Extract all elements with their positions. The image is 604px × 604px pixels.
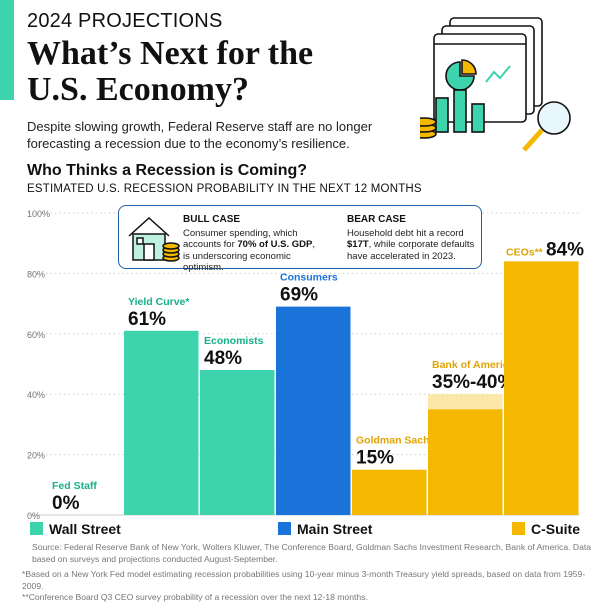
bar: [276, 306, 351, 515]
bar-range-band: [428, 394, 503, 410]
bear-case-text-end: , while corporate defaults have accelera…: [347, 239, 475, 262]
bar: [124, 330, 199, 515]
bull-case-text: Consumer spending, which accounts for: [183, 227, 298, 251]
bull-case-heading: BULL CASE: [183, 214, 241, 225]
bear-case: BEAR CASE Household debt hit a record $1…: [347, 214, 475, 262]
y-tick-label: 20%: [27, 451, 45, 461]
bear-case-text: Household debt hit a record: [347, 227, 464, 239]
bar-value-label: 84%: [546, 239, 584, 260]
legend-label: Wall Street: [49, 521, 121, 537]
chart-subtitle: ESTIMATED U.S. RECESSION PROBABILITY IN …: [27, 183, 422, 195]
y-tick-label: 0%: [27, 511, 40, 521]
bar: [428, 409, 503, 515]
bar-category-label: Yield Curve*: [128, 296, 190, 308]
legend-swatch: [512, 522, 525, 535]
bar-value-label: 69%: [280, 285, 318, 306]
intro-text: Despite slowing growth, Federal Reserve …: [27, 119, 373, 151]
bar-category-label: Economists: [204, 335, 264, 347]
source-note: Source: Federal Reserve Bank of New York…: [32, 542, 592, 564]
bar-value-label: 0%: [52, 493, 80, 514]
bear-case-highlight: $17T: [347, 239, 369, 250]
bar-value-label: 15%: [356, 448, 394, 469]
bar-category-label: Consumers: [280, 272, 338, 284]
page-title: What’s Next for the U.S. Economy?: [27, 35, 314, 108]
bar-category-label: Fed Staff: [52, 480, 97, 492]
y-tick-label: 80%: [27, 269, 45, 279]
dashboard-illustration-icon: [420, 17, 571, 152]
footnotes: Source: Federal Reserve Bank of New York…: [22, 542, 592, 604]
y-tick-label: 100%: [27, 209, 50, 219]
bar-category-label: Goldman Sachs: [356, 435, 436, 447]
cases-callout: BULL CASE Consumer spending, which accou…: [118, 205, 482, 273]
legend-label: C-Suite: [531, 521, 580, 537]
footnote-1: *Based on a New York Fed model estimatin…: [22, 569, 586, 591]
bar-value-label: 61%: [128, 309, 166, 330]
y-tick-label: 60%: [27, 330, 45, 340]
bar-value-label: 35%-40%: [432, 372, 514, 393]
legend-swatch: [30, 522, 43, 535]
bar: [504, 261, 579, 515]
bear-case-heading: BEAR CASE: [347, 214, 406, 225]
bull-case-highlight: 70% of U.S. GDP: [237, 239, 313, 250]
bar-category-label: Bank of America: [432, 359, 515, 371]
bar: [200, 370, 275, 515]
bull-case-text-end: , is underscoring economic optimism.: [183, 239, 315, 273]
house-coins-icon: [128, 216, 180, 262]
bar-category-label: CEOs**: [506, 246, 544, 258]
accent-bar: [0, 0, 14, 100]
kicker: 2024 PROJECTIONS: [27, 10, 223, 32]
legend-label: Main Street: [297, 521, 373, 537]
bar-value-label: 48%: [204, 348, 242, 369]
bull-case: BULL CASE Consumer spending, which accou…: [183, 214, 323, 274]
y-tick-label: 40%: [27, 390, 45, 400]
legend-swatch: [278, 522, 291, 535]
bar: [352, 469, 427, 515]
chart-title: Who Thinks a Recession is Coming?: [27, 162, 308, 179]
